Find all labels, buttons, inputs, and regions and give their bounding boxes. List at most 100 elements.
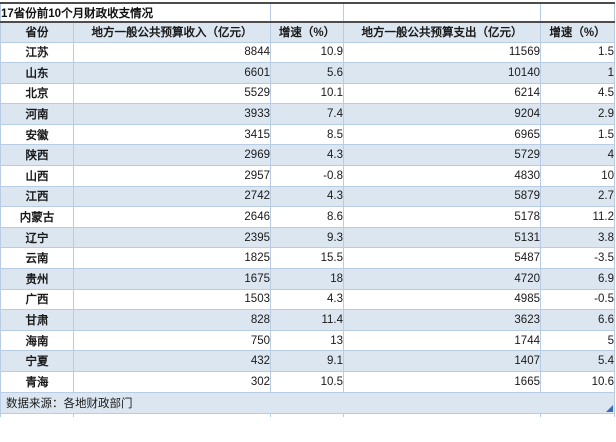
table-row: 陕西 2969 4.3 5729 4 [0, 144, 615, 167]
province-cell: 江西 [0, 185, 74, 208]
table-row: 宁夏 432 9.1 1407 5.4 [0, 350, 615, 372]
revenue-growth-cell: 10.9 [270, 41, 344, 64]
source-note: 数据来源：各地财政部门 [6, 397, 133, 410]
table-row: 海南 750 13 1744 5 [0, 329, 615, 352]
revenue-cell: 3933 [73, 103, 271, 125]
partial-cell [73, 412, 271, 418]
expenditure-cell: 3623 [343, 309, 541, 331]
expenditure-growth-cell: 4 [540, 144, 615, 167]
revenue-growth-cell: 10.1 [270, 82, 344, 105]
table-row: 安徽 3415 8.5 6965 1.5 [0, 123, 615, 146]
partial-cell [0, 412, 74, 418]
expenditure-growth-cell: 5.4 [540, 350, 615, 372]
revenue-cell: 2646 [73, 206, 271, 228]
table-row: 内蒙古 2646 8.6 5178 11.2 [0, 206, 615, 228]
expenditure-cell: 10140 [343, 62, 541, 84]
table-row: 贵州 1675 18 4720 6.9 [0, 268, 615, 290]
expenditure-cell: 4720 [343, 268, 541, 290]
revenue-cell: 1503 [73, 288, 271, 311]
province-cell: 安徽 [0, 123, 74, 146]
expenditure-growth-cell: 6.6 [540, 309, 615, 331]
expenditure-growth-cell: 5 [540, 329, 615, 352]
province-cell: 山西 [0, 165, 74, 187]
revenue-growth-cell: -0.8 [270, 165, 344, 187]
expenditure-cell: 9204 [343, 103, 541, 125]
revenue-growth-cell: 8.5 [270, 123, 344, 146]
expenditure-cell: 5131 [343, 226, 541, 249]
revenue-growth-cell: 9.3 [270, 226, 344, 249]
expenditure-growth-cell: 1 [540, 62, 615, 84]
revenue-growth-cell: 4.3 [270, 185, 344, 208]
header-row: 省份 地方一般公共预算收入（亿元） 增速（%） 地方一般公共预算支出（亿元） 增… [0, 21, 615, 43]
table-row: 北京 5529 10.1 6214 4.5 [0, 82, 615, 105]
province-cell: 江苏 [0, 41, 74, 64]
expenditure-growth-cell: 10.6 [540, 371, 615, 393]
expenditure-cell: 5879 [343, 185, 541, 208]
column-header-expenditure-growth: 增速（%） [540, 21, 615, 43]
expenditure-cell: 1407 [343, 350, 541, 372]
expenditure-growth-cell: -0.5 [540, 288, 615, 311]
expenditure-cell: 1744 [343, 329, 541, 352]
expenditure-cell: 11569 [343, 41, 541, 64]
revenue-cell: 302 [73, 371, 271, 393]
partial-cell [343, 412, 541, 418]
expenditure-growth-cell: 10 [540, 165, 615, 187]
expenditure-growth-cell: 1.5 [540, 123, 615, 146]
table-row: 广西 1503 4.3 4985 -0.5 [0, 288, 615, 311]
expenditure-growth-cell: 1.5 [540, 41, 615, 64]
expenditure-growth-cell: 11.2 [540, 206, 615, 228]
column-header-expenditure: 地方一般公共预算支出（亿元） [343, 21, 541, 43]
province-cell: 山东 [0, 62, 74, 84]
table-body: 江苏 8844 10.9 11569 1.5 山东 6601 5.6 10140… [0, 41, 615, 393]
revenue-cell: 2742 [73, 185, 271, 208]
source-cell: 数据来源：各地财政部门 [0, 391, 615, 414]
province-cell: 海南 [0, 329, 74, 352]
partial-cell [270, 412, 344, 418]
table-row: 山西 2957 -0.8 4830 10 [0, 165, 615, 187]
revenue-growth-cell: 10.5 [270, 371, 344, 393]
province-cell: 陕西 [0, 144, 74, 167]
revenue-growth-cell: 9.1 [270, 350, 344, 372]
table-row: 青海 302 10.5 1665 10.6 [0, 371, 615, 393]
table-row: 辽宁 2395 9.3 5131 3.8 [0, 226, 615, 249]
province-cell: 内蒙古 [0, 206, 74, 228]
revenue-growth-cell: 18 [270, 268, 344, 290]
revenue-growth-cell: 13 [270, 329, 344, 352]
table-row: 江西 2742 4.3 5879 2.7 [0, 185, 615, 208]
source-row: 数据来源：各地财政部门 [0, 391, 615, 414]
revenue-cell: 1675 [73, 268, 271, 290]
column-header-revenue-growth: 增速（%） [270, 21, 344, 43]
table-row: 河南 3933 7.4 9204 2.9 [0, 103, 615, 125]
expenditure-growth-cell: 2.7 [540, 185, 615, 208]
province-cell: 贵州 [0, 268, 74, 290]
revenue-growth-cell: 11.4 [270, 309, 344, 331]
title-row-empty-cell [540, 2, 615, 23]
expenditure-growth-cell: 3.8 [540, 226, 615, 249]
fiscal-table: 17省份前10个月财政收支情况 省份 地方一般公共预算收入（亿元） 增速（%） … [0, 2, 615, 418]
column-header-province: 省份 [0, 21, 74, 43]
revenue-cell: 432 [73, 350, 271, 372]
revenue-growth-cell: 4.3 [270, 288, 344, 311]
province-cell: 云南 [0, 247, 74, 270]
revenue-cell: 2957 [73, 165, 271, 187]
revenue-cell: 2969 [73, 144, 271, 167]
resize-handle-icon[interactable] [606, 404, 613, 412]
table-row: 云南 1825 15.5 5487 -3.5 [0, 247, 615, 270]
title-row-empty-cell [270, 2, 344, 23]
table-row: 甘肃 828 11.4 3623 6.6 [0, 309, 615, 331]
table-row: 山东 6601 5.6 10140 1 [0, 62, 615, 84]
expenditure-growth-cell: 2.9 [540, 103, 615, 125]
province-cell: 青海 [0, 371, 74, 393]
revenue-growth-cell: 8.6 [270, 206, 344, 228]
province-cell: 北京 [0, 82, 74, 105]
table-row: 江苏 8844 10.9 11569 1.5 [0, 41, 615, 64]
expenditure-cell: 1665 [343, 371, 541, 393]
title-row: 17省份前10个月财政收支情况 [0, 2, 615, 23]
expenditure-cell: 6965 [343, 123, 541, 146]
revenue-cell: 828 [73, 309, 271, 331]
expenditure-cell: 5487 [343, 247, 541, 270]
expenditure-growth-cell: 4.5 [540, 82, 615, 105]
revenue-cell: 750 [73, 329, 271, 352]
revenue-cell: 6601 [73, 62, 271, 84]
